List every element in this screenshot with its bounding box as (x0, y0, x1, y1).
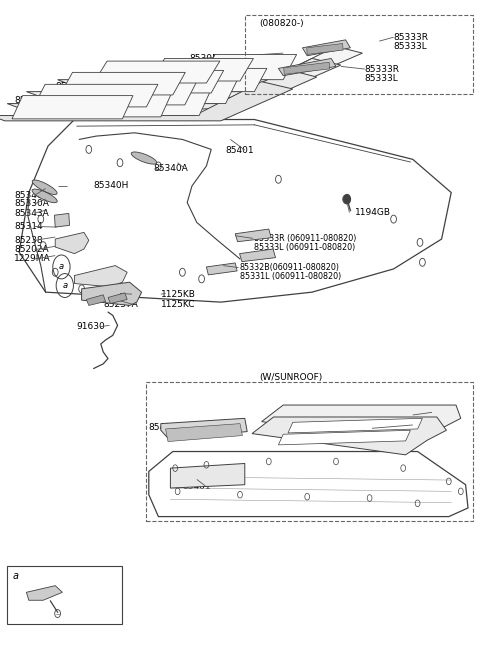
Text: 85305J: 85305J (413, 410, 444, 420)
Polygon shape (235, 229, 271, 242)
Polygon shape (26, 58, 341, 98)
Polygon shape (206, 263, 237, 275)
Text: a: a (59, 262, 64, 272)
Text: 85237A: 85237A (103, 299, 138, 309)
Polygon shape (278, 430, 410, 445)
Polygon shape (302, 40, 350, 56)
Polygon shape (262, 405, 461, 443)
Bar (284, 62, 330, 74)
Text: 85340H: 85340H (94, 181, 129, 191)
Text: 85333L (060911-080820): 85333L (060911-080820) (254, 242, 356, 252)
Polygon shape (151, 58, 253, 81)
Text: 85238: 85238 (14, 236, 43, 245)
Bar (307, 44, 343, 54)
Text: 85235: 85235 (55, 588, 84, 598)
Polygon shape (26, 586, 62, 600)
Polygon shape (34, 84, 158, 107)
Text: 85333L: 85333L (394, 42, 427, 51)
Polygon shape (58, 46, 362, 86)
Text: 85340A: 85340A (154, 164, 188, 173)
Polygon shape (108, 293, 127, 303)
Text: 85305H: 85305H (118, 69, 153, 78)
Text: 1194GB: 1194GB (355, 208, 391, 217)
Polygon shape (74, 266, 127, 287)
Text: 85333R: 85333R (365, 64, 400, 74)
Text: 85333R: 85333R (394, 33, 429, 42)
Polygon shape (202, 54, 297, 80)
Text: 1125KC: 1125KC (161, 299, 195, 309)
Text: a: a (13, 571, 19, 581)
Polygon shape (252, 417, 446, 455)
Text: 85331L (060911-080820): 85331L (060911-080820) (240, 272, 341, 282)
Ellipse shape (32, 189, 57, 203)
Text: 85332B(060911-080820): 85332B(060911-080820) (240, 263, 340, 272)
Text: 1229MA: 1229MA (14, 254, 51, 264)
Polygon shape (0, 82, 293, 121)
Polygon shape (161, 418, 247, 438)
Polygon shape (12, 96, 133, 119)
Text: 91630: 91630 (77, 322, 106, 331)
Polygon shape (166, 424, 242, 442)
Text: 85201A: 85201A (103, 290, 138, 299)
Text: 85330A: 85330A (14, 199, 49, 208)
Ellipse shape (32, 180, 57, 195)
Polygon shape (122, 92, 210, 116)
Text: (W/SUNROOF): (W/SUNROOF) (259, 373, 323, 382)
Text: 1243AB: 1243AB (50, 604, 85, 614)
Text: 85333L: 85333L (365, 74, 398, 83)
Polygon shape (240, 249, 276, 262)
Text: 1125KB: 1125KB (161, 290, 196, 299)
Text: 85305G: 85305G (55, 82, 91, 92)
Text: 85305J: 85305J (190, 54, 221, 63)
Bar (146, 382, 473, 521)
Circle shape (344, 195, 350, 204)
Text: 85416: 85416 (149, 423, 178, 432)
Polygon shape (19, 120, 451, 302)
Polygon shape (72, 94, 171, 117)
Bar (7, 566, 122, 624)
Bar (54, 213, 70, 227)
Polygon shape (94, 61, 220, 83)
Polygon shape (288, 418, 422, 433)
Text: 85401: 85401 (182, 481, 211, 491)
Bar (245, 15, 473, 94)
Text: 85202A: 85202A (14, 245, 49, 254)
Polygon shape (86, 295, 106, 305)
Polygon shape (7, 70, 317, 109)
Polygon shape (170, 68, 267, 92)
Polygon shape (144, 80, 237, 104)
Text: 85340A: 85340A (14, 191, 49, 200)
Text: 85333R (060911-080820): 85333R (060911-080820) (254, 234, 357, 243)
Polygon shape (60, 72, 185, 95)
Polygon shape (120, 70, 224, 93)
Polygon shape (82, 282, 142, 305)
Text: 85305: 85305 (14, 96, 43, 106)
Text: 85343A: 85343A (14, 208, 49, 218)
Polygon shape (170, 463, 245, 488)
Text: 85314: 85314 (14, 222, 43, 231)
Polygon shape (278, 58, 336, 76)
Polygon shape (55, 232, 89, 254)
Polygon shape (149, 452, 468, 517)
Ellipse shape (131, 152, 157, 164)
Polygon shape (94, 82, 196, 105)
Text: 85305H: 85305H (372, 424, 408, 433)
Text: a: a (62, 281, 67, 290)
Text: (080820-): (080820-) (259, 19, 304, 28)
Text: 85401: 85401 (226, 145, 254, 155)
